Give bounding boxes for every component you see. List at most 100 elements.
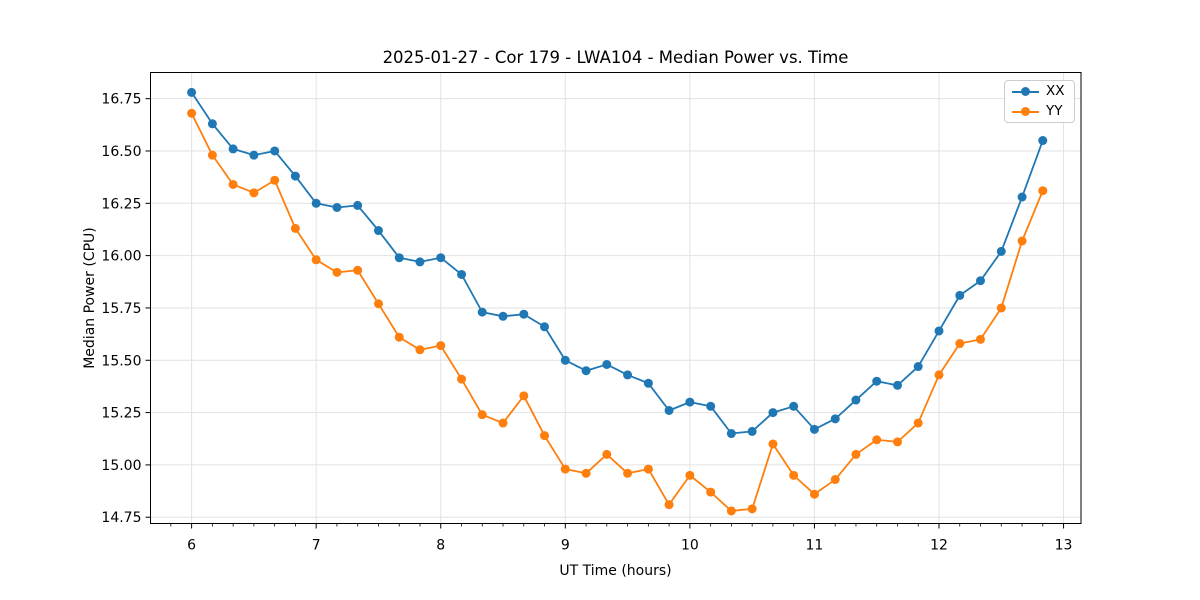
- data-point-yy: [602, 449, 612, 459]
- data-point-yy: [373, 299, 383, 309]
- data-point-xx: [975, 276, 985, 286]
- data-point-xx: [477, 307, 487, 317]
- legend-marker-icon: [1021, 87, 1030, 96]
- data-point-yy: [789, 470, 799, 480]
- data-point-xx: [332, 202, 342, 212]
- data-point-xx: [311, 198, 321, 208]
- data-point-yy: [228, 179, 238, 189]
- y-tick-label: 14.75: [101, 510, 141, 526]
- data-point-yy: [353, 265, 363, 275]
- data-point-xx: [457, 269, 467, 279]
- data-point-yy: [1038, 186, 1048, 196]
- data-point-yy: [851, 449, 861, 459]
- data-point-yy: [394, 332, 404, 342]
- legend: XX YY: [1004, 80, 1075, 123]
- data-point-xx: [373, 226, 383, 236]
- data-point-xx: [934, 326, 944, 336]
- legend-label-xx: XX: [1046, 82, 1065, 99]
- data-point-yy: [623, 468, 633, 478]
- x-tick-label: 7: [312, 538, 321, 554]
- data-point-yy: [975, 334, 985, 344]
- data-point-yy: [685, 470, 695, 480]
- data-point-yy: [1017, 236, 1027, 246]
- data-point-yy: [249, 188, 259, 198]
- data-point-yy: [768, 439, 778, 449]
- data-point-xx: [747, 426, 757, 436]
- data-point-xx: [851, 395, 861, 405]
- data-point-yy: [477, 410, 487, 420]
- data-point-yy: [643, 464, 653, 474]
- data-point-xx: [353, 200, 363, 210]
- data-point-xx: [436, 253, 446, 263]
- data-point-yy: [457, 374, 467, 384]
- data-point-xx: [519, 309, 529, 319]
- data-point-yy: [332, 267, 342, 277]
- data-point-yy: [436, 341, 446, 351]
- legend-swatch-xx: [1012, 87, 1039, 96]
- data-point-yy: [187, 108, 197, 118]
- data-point-yy: [996, 303, 1006, 313]
- y-tick-label: 16.25: [101, 196, 141, 212]
- series-line-yy: [190, 112, 1044, 512]
- data-point-yy: [726, 506, 736, 516]
- data-point-xx: [207, 119, 217, 129]
- data-point-xx: [290, 171, 300, 181]
- y-tick-label: 16.00: [101, 249, 141, 265]
- data-point-xx: [270, 146, 280, 156]
- data-point-xx: [539, 322, 549, 332]
- data-point-xx: [955, 290, 965, 300]
- data-point-xx: [768, 408, 778, 418]
- x-tick-label: 9: [561, 538, 570, 554]
- data-point-yy: [415, 345, 425, 355]
- data-point-xx: [996, 246, 1006, 256]
- legend-item-yy: YY: [1005, 102, 1074, 122]
- data-point-yy: [893, 437, 903, 447]
- data-point-yy: [311, 255, 321, 265]
- data-point-xx: [1017, 192, 1027, 202]
- data-point-yy: [581, 468, 591, 478]
- data-point-xx: [726, 429, 736, 439]
- y-tick-label: 15.50: [101, 353, 141, 369]
- data-point-yy: [706, 487, 716, 497]
- x-tick-label: 13: [1055, 538, 1073, 554]
- legend-marker-icon: [1021, 107, 1030, 116]
- y-tick-label: 16.50: [101, 144, 141, 160]
- data-point-yy: [747, 504, 757, 514]
- data-point-xx: [415, 257, 425, 267]
- data-point-xx: [560, 355, 570, 365]
- data-point-yy: [955, 339, 965, 349]
- x-tick-label: 11: [806, 538, 824, 554]
- data-point-xx: [581, 366, 591, 376]
- data-point-yy: [830, 475, 840, 485]
- data-point-yy: [207, 150, 217, 160]
- data-point-xx: [249, 150, 259, 160]
- data-point-yy: [270, 175, 280, 185]
- data-point-xx: [623, 370, 633, 380]
- data-point-yy: [519, 391, 529, 401]
- x-tick-label: 10: [681, 538, 699, 554]
- data-point-xx: [643, 378, 653, 388]
- y-tick-label: 15.75: [101, 301, 141, 317]
- data-point-xx: [685, 397, 695, 407]
- data-point-yy: [872, 435, 882, 445]
- data-point-xx: [789, 401, 799, 411]
- data-point-yy: [664, 500, 674, 510]
- data-point-xx: [809, 424, 819, 434]
- data-point-xx: [706, 401, 716, 411]
- legend-swatch-yy: [1012, 107, 1039, 116]
- data-point-xx: [498, 311, 508, 321]
- data-point-yy: [913, 418, 923, 428]
- chart-title: 2025-01-27 - Cor 179 - LWA104 - Median P…: [382, 48, 849, 67]
- y-axis-label: Median Power (CPU): [82, 227, 98, 369]
- data-point-xx: [913, 362, 923, 372]
- legend-label-yy: YY: [1046, 102, 1063, 119]
- x-tick-label: 8: [436, 538, 445, 554]
- y-tick-label: 16.75: [101, 92, 141, 108]
- data-point-yy: [290, 223, 300, 233]
- data-point-xx: [187, 87, 197, 97]
- y-tick-label: 15.25: [101, 406, 141, 422]
- axes-frame: [150, 72, 1082, 524]
- data-point-xx: [872, 376, 882, 386]
